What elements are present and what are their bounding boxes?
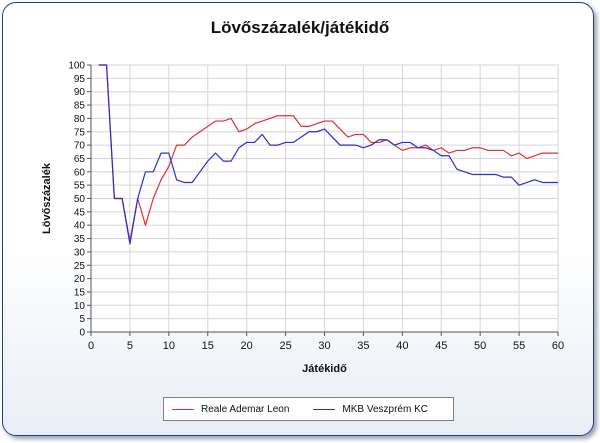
series-line-reale	[98, 64, 558, 242]
legend-swatch-reale	[172, 408, 194, 410]
y-tick-label: 90	[74, 87, 86, 98]
x-tick-label: 10	[163, 340, 175, 352]
y-tick-label: 35	[74, 234, 86, 245]
legend-label-reale: Reale Ademar Leon	[201, 403, 290, 415]
x-tick-label: 55	[513, 340, 525, 352]
y-tick-label: 95	[74, 74, 86, 85]
y-tick-label: 45	[74, 207, 86, 218]
x-tick-label: 25	[279, 340, 291, 352]
series-line-mkb	[98, 64, 558, 245]
y-tick-label: 60	[74, 167, 86, 178]
y-tick-label: 100	[68, 61, 85, 72]
x-tick-label: 30	[318, 340, 330, 352]
y-tick-label: 85	[74, 101, 86, 112]
y-tick-label: 30	[74, 247, 86, 258]
chart-title: Lövőszázalék/játékidő	[210, 18, 390, 37]
x-tick-label: 60	[552, 340, 564, 352]
y-tick-label: 20	[74, 274, 86, 285]
x-axis-label: Játékidő	[302, 363, 347, 375]
legend-item-reale: Reale Ademar Leon	[172, 404, 289, 415]
x-tick-label: 15	[202, 340, 214, 352]
y-tick-label: 10	[74, 301, 86, 312]
y-tick-label: 55	[74, 181, 86, 192]
x-tick-label: 45	[435, 340, 447, 352]
y-tick-label: 70	[74, 141, 86, 152]
x-tick-label: 0	[88, 340, 94, 352]
x-tick-label: 40	[396, 340, 408, 352]
y-tick-label: 25	[74, 261, 86, 272]
legend-item-mkb: MKB Veszprém KC	[313, 404, 428, 415]
legend-label-mkb: MKB Veszprém KC	[342, 403, 428, 415]
y-tick-label: 80	[74, 114, 86, 125]
legend-swatch-mkb	[313, 408, 336, 410]
y-tick-label: 0	[79, 328, 85, 339]
x-tick-label: 5	[127, 340, 133, 352]
y-tick-label: 65	[74, 154, 86, 165]
y-tick-label: 50	[74, 194, 86, 205]
y-tick-label: 15	[74, 287, 86, 298]
legend: Reale Ademar Leon MKB Veszprém KC	[163, 397, 454, 421]
y-axis-label: Lövőszázalék	[41, 162, 53, 234]
y-tick-label: 40	[74, 221, 86, 232]
y-tick-label: 75	[74, 127, 86, 138]
y-tick-label: 5	[79, 314, 85, 325]
x-tick-label: 35	[357, 340, 369, 352]
x-tick-label: 50	[474, 340, 486, 352]
x-tick-label: 20	[241, 340, 253, 352]
